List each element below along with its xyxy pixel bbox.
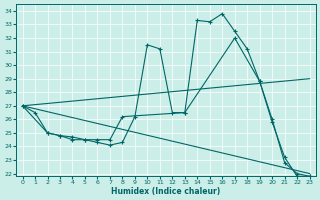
X-axis label: Humidex (Indice chaleur): Humidex (Indice chaleur) bbox=[111, 187, 221, 196]
